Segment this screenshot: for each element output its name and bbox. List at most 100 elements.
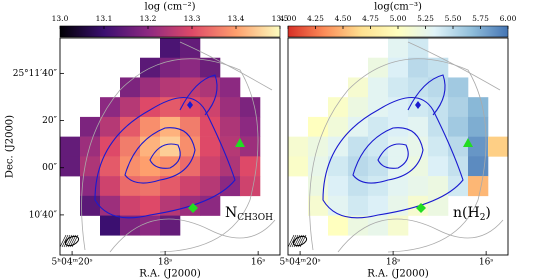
map-pixel <box>368 195 389 216</box>
panel-label: NCH3OH <box>225 205 273 223</box>
map-pixel <box>120 97 141 118</box>
x-tick-label: 16ˢ <box>251 258 265 268</box>
contour <box>94 97 236 219</box>
map-pixel <box>428 57 449 78</box>
map-pixel <box>388 38 409 59</box>
colorbar-tick-label: 13.5 <box>272 14 289 23</box>
colorbar-tick-label: 6.00 <box>500 14 517 23</box>
marker-diamond <box>188 203 198 213</box>
contour <box>407 41 501 91</box>
x-axis-label: R.A. (J2000) <box>367 269 429 280</box>
map-pixel <box>140 116 161 137</box>
colorbar-tick-label: 13.2 <box>140 14 157 23</box>
map-pixel <box>468 176 489 197</box>
map-pixel <box>160 215 181 236</box>
map-pixel <box>160 176 181 197</box>
contour <box>322 97 464 219</box>
map-pixel <box>288 136 309 157</box>
x-tick-label: 16ˢ <box>479 258 493 268</box>
map-pixel <box>100 215 121 236</box>
map-pixel <box>408 57 429 78</box>
map-pixel <box>120 156 141 177</box>
map-pixel <box>240 136 261 157</box>
x-tick-label: 5ʰ04ᵐ20ˢ <box>280 258 321 268</box>
map-pixel <box>308 195 329 216</box>
map-pixel <box>408 116 429 137</box>
map-pixel <box>348 77 369 98</box>
colorbar-tick-label: 4.75 <box>362 14 379 23</box>
contour <box>124 127 196 184</box>
map-pixel <box>60 136 81 157</box>
colorbar-tick-label: 13.0 <box>52 14 69 23</box>
map-pixel <box>100 116 121 137</box>
y-tick-label: 20″ <box>42 116 57 126</box>
marker-diamond-blue <box>415 101 421 109</box>
map-pixel <box>120 77 141 98</box>
map-pixel <box>100 156 121 177</box>
map-pixel <box>388 116 409 137</box>
map-pixel <box>308 136 329 157</box>
plot-frame <box>59 37 281 256</box>
map-pixel <box>388 195 409 216</box>
map-pixel <box>448 176 469 197</box>
map-pixel <box>368 156 389 177</box>
map-pixel <box>200 136 221 157</box>
colorbar-label: log(cm⁻³) <box>374 2 422 13</box>
colorbar-label: log (cm⁻²) <box>145 2 196 13</box>
contour <box>337 218 504 253</box>
map-pixel <box>220 77 241 98</box>
map-pixel <box>200 77 221 98</box>
panel-label-part: N <box>225 205 237 221</box>
map-pixel <box>180 57 201 78</box>
colorbar-tick-label: 5.00 <box>390 14 407 23</box>
map-pixel <box>200 57 221 78</box>
map-pixel <box>220 136 241 157</box>
map-pixel <box>468 156 489 177</box>
map-pixel <box>200 176 221 197</box>
map-pixel <box>160 136 181 157</box>
map-pixel <box>388 215 409 236</box>
map-pixel <box>200 156 221 177</box>
map-pixel <box>160 116 181 137</box>
map-pixel <box>180 77 201 98</box>
y-tick-label: 25°11′40″ <box>13 69 58 79</box>
map-pixel <box>100 195 121 216</box>
map-pixel <box>328 176 349 197</box>
map-pixel <box>100 97 121 118</box>
map-pixel <box>468 116 489 137</box>
map-pixel <box>160 156 181 177</box>
y-tick-label: 10′40″ <box>29 210 58 220</box>
map-pixel <box>348 156 369 177</box>
map-pixel <box>180 38 201 59</box>
colorbar-tick-label: 4.25 <box>307 14 324 23</box>
map-pixel <box>368 116 389 137</box>
colorbar-tick-label: 4.00 <box>280 14 297 23</box>
contour <box>309 58 487 253</box>
map-pixel <box>448 97 469 118</box>
panel-label-part: 2 <box>480 213 486 223</box>
map-pixel <box>80 136 101 157</box>
map-pixel <box>160 38 181 59</box>
map-pixel <box>140 77 161 98</box>
map-pixel <box>120 116 141 137</box>
colorbar-tick-label: 5.50 <box>445 14 462 23</box>
colorbar-tick-label: 13.4 <box>228 14 245 23</box>
map-pixel <box>328 97 349 118</box>
contour <box>377 143 409 169</box>
map-pixel <box>428 136 449 157</box>
x-tick-label: 18ˢ <box>158 258 172 268</box>
map-pixel <box>80 156 101 177</box>
map-pixel <box>488 136 509 157</box>
panel-label: n(H2) <box>453 205 491 223</box>
map-pixel <box>240 176 261 197</box>
contour <box>179 74 218 116</box>
map-pixel <box>408 156 429 177</box>
map-pixel <box>140 215 161 236</box>
map-pixel <box>328 156 349 177</box>
map-pixel <box>220 116 241 137</box>
contour <box>149 143 181 169</box>
map-pixel <box>348 136 369 157</box>
map-pixel <box>120 136 141 157</box>
map-pixel <box>328 136 349 157</box>
